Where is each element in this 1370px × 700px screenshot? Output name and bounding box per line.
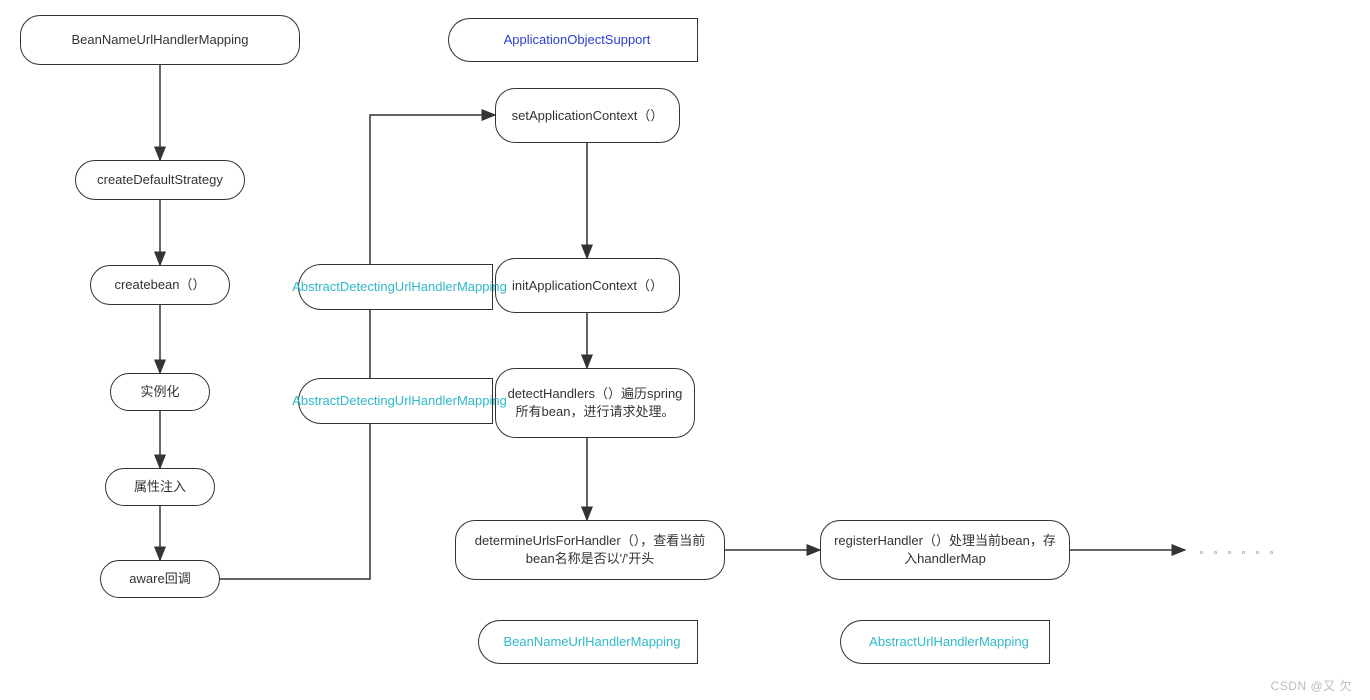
watermark: CSDN @又 欠 [1271,677,1352,694]
node-detect-handlers: detectHandlers（）遍历spring所有bean，进行请求处理。 [495,368,695,438]
node-create-default-strategy: createDefaultStrategy [75,160,245,200]
label-beanname-url-handler-mapping: BeanNameUrlHandlerMapping [478,620,698,664]
label-application-object-support: ApplicationObjectSupport [448,18,698,62]
node-instantiate: 实例化 [110,373,210,411]
node-register-handler: registerHandler（）处理当前bean，存入handlerMap [820,520,1070,580]
node-aware-callback: aware回调 [100,560,220,598]
node-set-application-context: setApplicationContext（） [495,88,680,143]
label-abstract-detecting-url-handler-mapping-2: AbstractDetectingUrlHandlerMapping [298,378,493,424]
continuation-dots: 。。。。。。 [1200,545,1288,556]
node-createbean: createbean（） [90,265,230,305]
node-determine-urls-for-handler: determineUrlsForHandler（），查看当前bean名称是否以'… [455,520,725,580]
edge-n6-n7 [220,115,495,579]
node-property-inject: 属性注入 [105,468,215,506]
label-abstract-detecting-url-handler-mapping-1: AbstractDetectingUrlHandlerMapping [298,264,493,310]
label-abstract-url-handler-mapping: AbstractUrlHandlerMapping [840,620,1050,664]
node-beanname-url-handler-mapping: BeanNameUrlHandlerMapping [20,15,300,65]
node-init-application-context: initApplicationContext（） [495,258,680,313]
